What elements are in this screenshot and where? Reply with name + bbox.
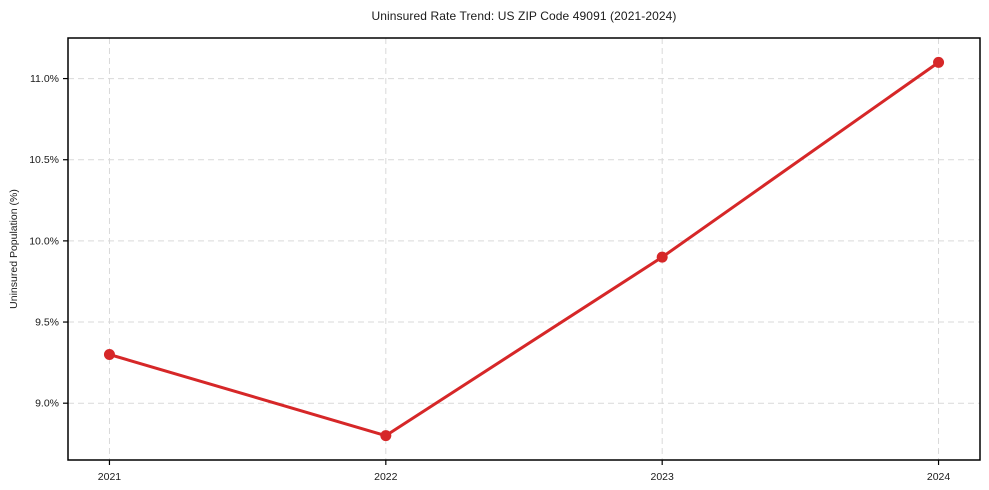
data-point-marker: [656, 251, 668, 263]
y-axis-label: Uninsured Population (%): [8, 189, 20, 309]
y-tick-label: 9.0%: [35, 398, 59, 410]
data-point-marker: [103, 349, 115, 360]
x-tick-label: 2022: [374, 471, 398, 483]
x-tick-label: 2024: [927, 471, 951, 483]
y-tick-label: 9.5%: [35, 317, 59, 329]
x-tick-label: 2023: [651, 471, 675, 483]
y-tick-label: 10.5%: [29, 154, 59, 166]
plot-frame: [67, 37, 981, 461]
trend-line: [107, 60, 941, 438]
x-tick-label: 2021: [98, 471, 122, 483]
y-tick-label: 11.0%: [30, 73, 59, 85]
data-point-marker: [933, 56, 945, 68]
data-point-marker: [380, 430, 392, 442]
y-tick-label: 10.0%: [29, 235, 59, 247]
chart-title: Uninsured Rate Trend: US ZIP Code 49091 …: [371, 9, 677, 23]
